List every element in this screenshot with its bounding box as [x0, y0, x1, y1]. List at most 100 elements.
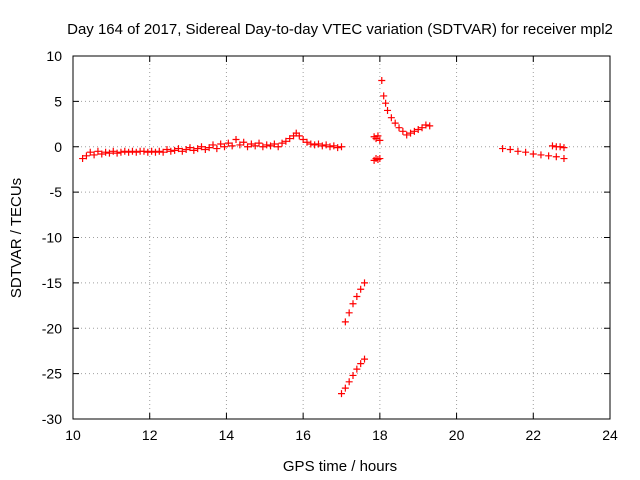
data-point [407, 129, 415, 137]
y-tick-label: -10 [42, 230, 62, 246]
data-point [314, 140, 322, 148]
data-point [361, 279, 369, 287]
data-point [98, 150, 106, 158]
data-point [117, 148, 125, 156]
data-point [537, 151, 545, 159]
y-tick-label: -5 [50, 184, 63, 200]
data-point [349, 371, 357, 379]
data-point [311, 141, 319, 149]
data-point [178, 147, 186, 155]
data-point [282, 137, 290, 145]
axes: 10 12 14 16 18 20 22 24 -30 -25 -20 -15 -10 -5 0 5 10 [42, 48, 618, 443]
data-point [113, 149, 121, 157]
data-point [163, 145, 171, 153]
y-tick-label: -20 [42, 320, 62, 336]
x-tick-label: 14 [219, 427, 235, 443]
data-point [259, 143, 267, 151]
data-point [299, 135, 307, 143]
data-point [286, 135, 294, 143]
data-point [548, 142, 556, 150]
data-points [79, 77, 568, 398]
data-point [506, 145, 514, 153]
data-point [418, 124, 426, 132]
y-tick-label: 5 [54, 93, 62, 109]
y-tick-label: 10 [46, 48, 62, 64]
data-point [240, 138, 248, 146]
data-point [326, 143, 334, 151]
data-point [274, 143, 282, 151]
data-point [167, 147, 175, 155]
data-point [514, 147, 522, 155]
data-point [102, 148, 110, 156]
data-point [410, 127, 418, 135]
x-tick-label: 22 [525, 427, 541, 443]
data-point [422, 121, 430, 129]
data-point [382, 99, 390, 107]
data-point [380, 92, 388, 100]
data-point [247, 140, 255, 148]
y-tick-label: -15 [42, 275, 62, 291]
chart-title: Day 164 of 2017, Sidereal Day-to-day VTE… [67, 21, 613, 38]
data-point [414, 126, 422, 134]
y-tick-label: 0 [54, 139, 62, 155]
data-point [144, 148, 152, 156]
data-point [186, 144, 194, 152]
x-tick-label: 18 [372, 427, 388, 443]
data-point [221, 143, 229, 151]
data-point [341, 384, 349, 392]
data-point [378, 77, 386, 85]
data-point [341, 318, 349, 326]
data-point [174, 145, 182, 153]
x-tick-label: 20 [449, 427, 465, 443]
data-point [349, 300, 357, 308]
data-point [545, 152, 553, 160]
plot-frame [72, 55, 611, 420]
data-point [353, 365, 361, 373]
data-point [105, 149, 113, 157]
data-point [376, 155, 384, 163]
data-point [194, 145, 202, 153]
data-point [318, 142, 326, 150]
data-point [399, 127, 407, 135]
data-point [182, 145, 190, 153]
data-point [255, 139, 263, 147]
data-point [125, 148, 133, 156]
data-point [345, 309, 353, 317]
data-point [190, 146, 198, 154]
data-point [82, 152, 90, 160]
data-point [387, 114, 395, 122]
data-point [140, 147, 148, 155]
data-point [209, 141, 217, 149]
data-point [232, 135, 240, 143]
x-tick-label: 10 [65, 427, 81, 443]
data-point [155, 147, 163, 155]
data-point [374, 132, 382, 140]
data-point [395, 124, 403, 132]
y-tick-label: -25 [42, 366, 62, 382]
data-point [244, 143, 252, 151]
data-point [376, 136, 384, 144]
data-point [357, 360, 365, 368]
data-point [205, 144, 213, 152]
data-point [251, 142, 259, 150]
data-point [79, 155, 87, 163]
data-point [529, 150, 537, 158]
data-point [86, 148, 94, 156]
data-point [499, 145, 507, 153]
data-point [307, 140, 315, 148]
data-point [330, 142, 338, 150]
data-point [556, 143, 564, 151]
data-point [295, 132, 303, 140]
data-point [338, 390, 345, 398]
data-point [171, 146, 179, 154]
y-tick-label: -30 [42, 411, 62, 427]
data-point [338, 143, 345, 151]
data-point [334, 144, 342, 152]
data-point [278, 139, 286, 147]
data-point [552, 153, 560, 161]
data-point [322, 141, 330, 149]
data-point [224, 139, 232, 147]
data-point [560, 144, 568, 152]
y-axis-label: SDTVAR / TECUs [8, 178, 25, 298]
x-tick-label: 16 [295, 427, 311, 443]
